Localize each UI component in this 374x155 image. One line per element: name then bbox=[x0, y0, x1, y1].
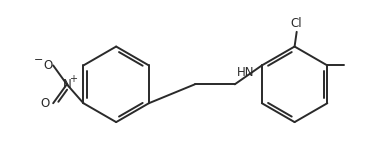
Text: N: N bbox=[62, 78, 71, 91]
Text: +: + bbox=[68, 74, 77, 84]
Text: Cl: Cl bbox=[291, 17, 303, 30]
Text: O: O bbox=[41, 97, 50, 110]
Text: HN: HN bbox=[237, 66, 254, 79]
Text: −: − bbox=[34, 55, 43, 65]
Text: O: O bbox=[43, 59, 52, 72]
